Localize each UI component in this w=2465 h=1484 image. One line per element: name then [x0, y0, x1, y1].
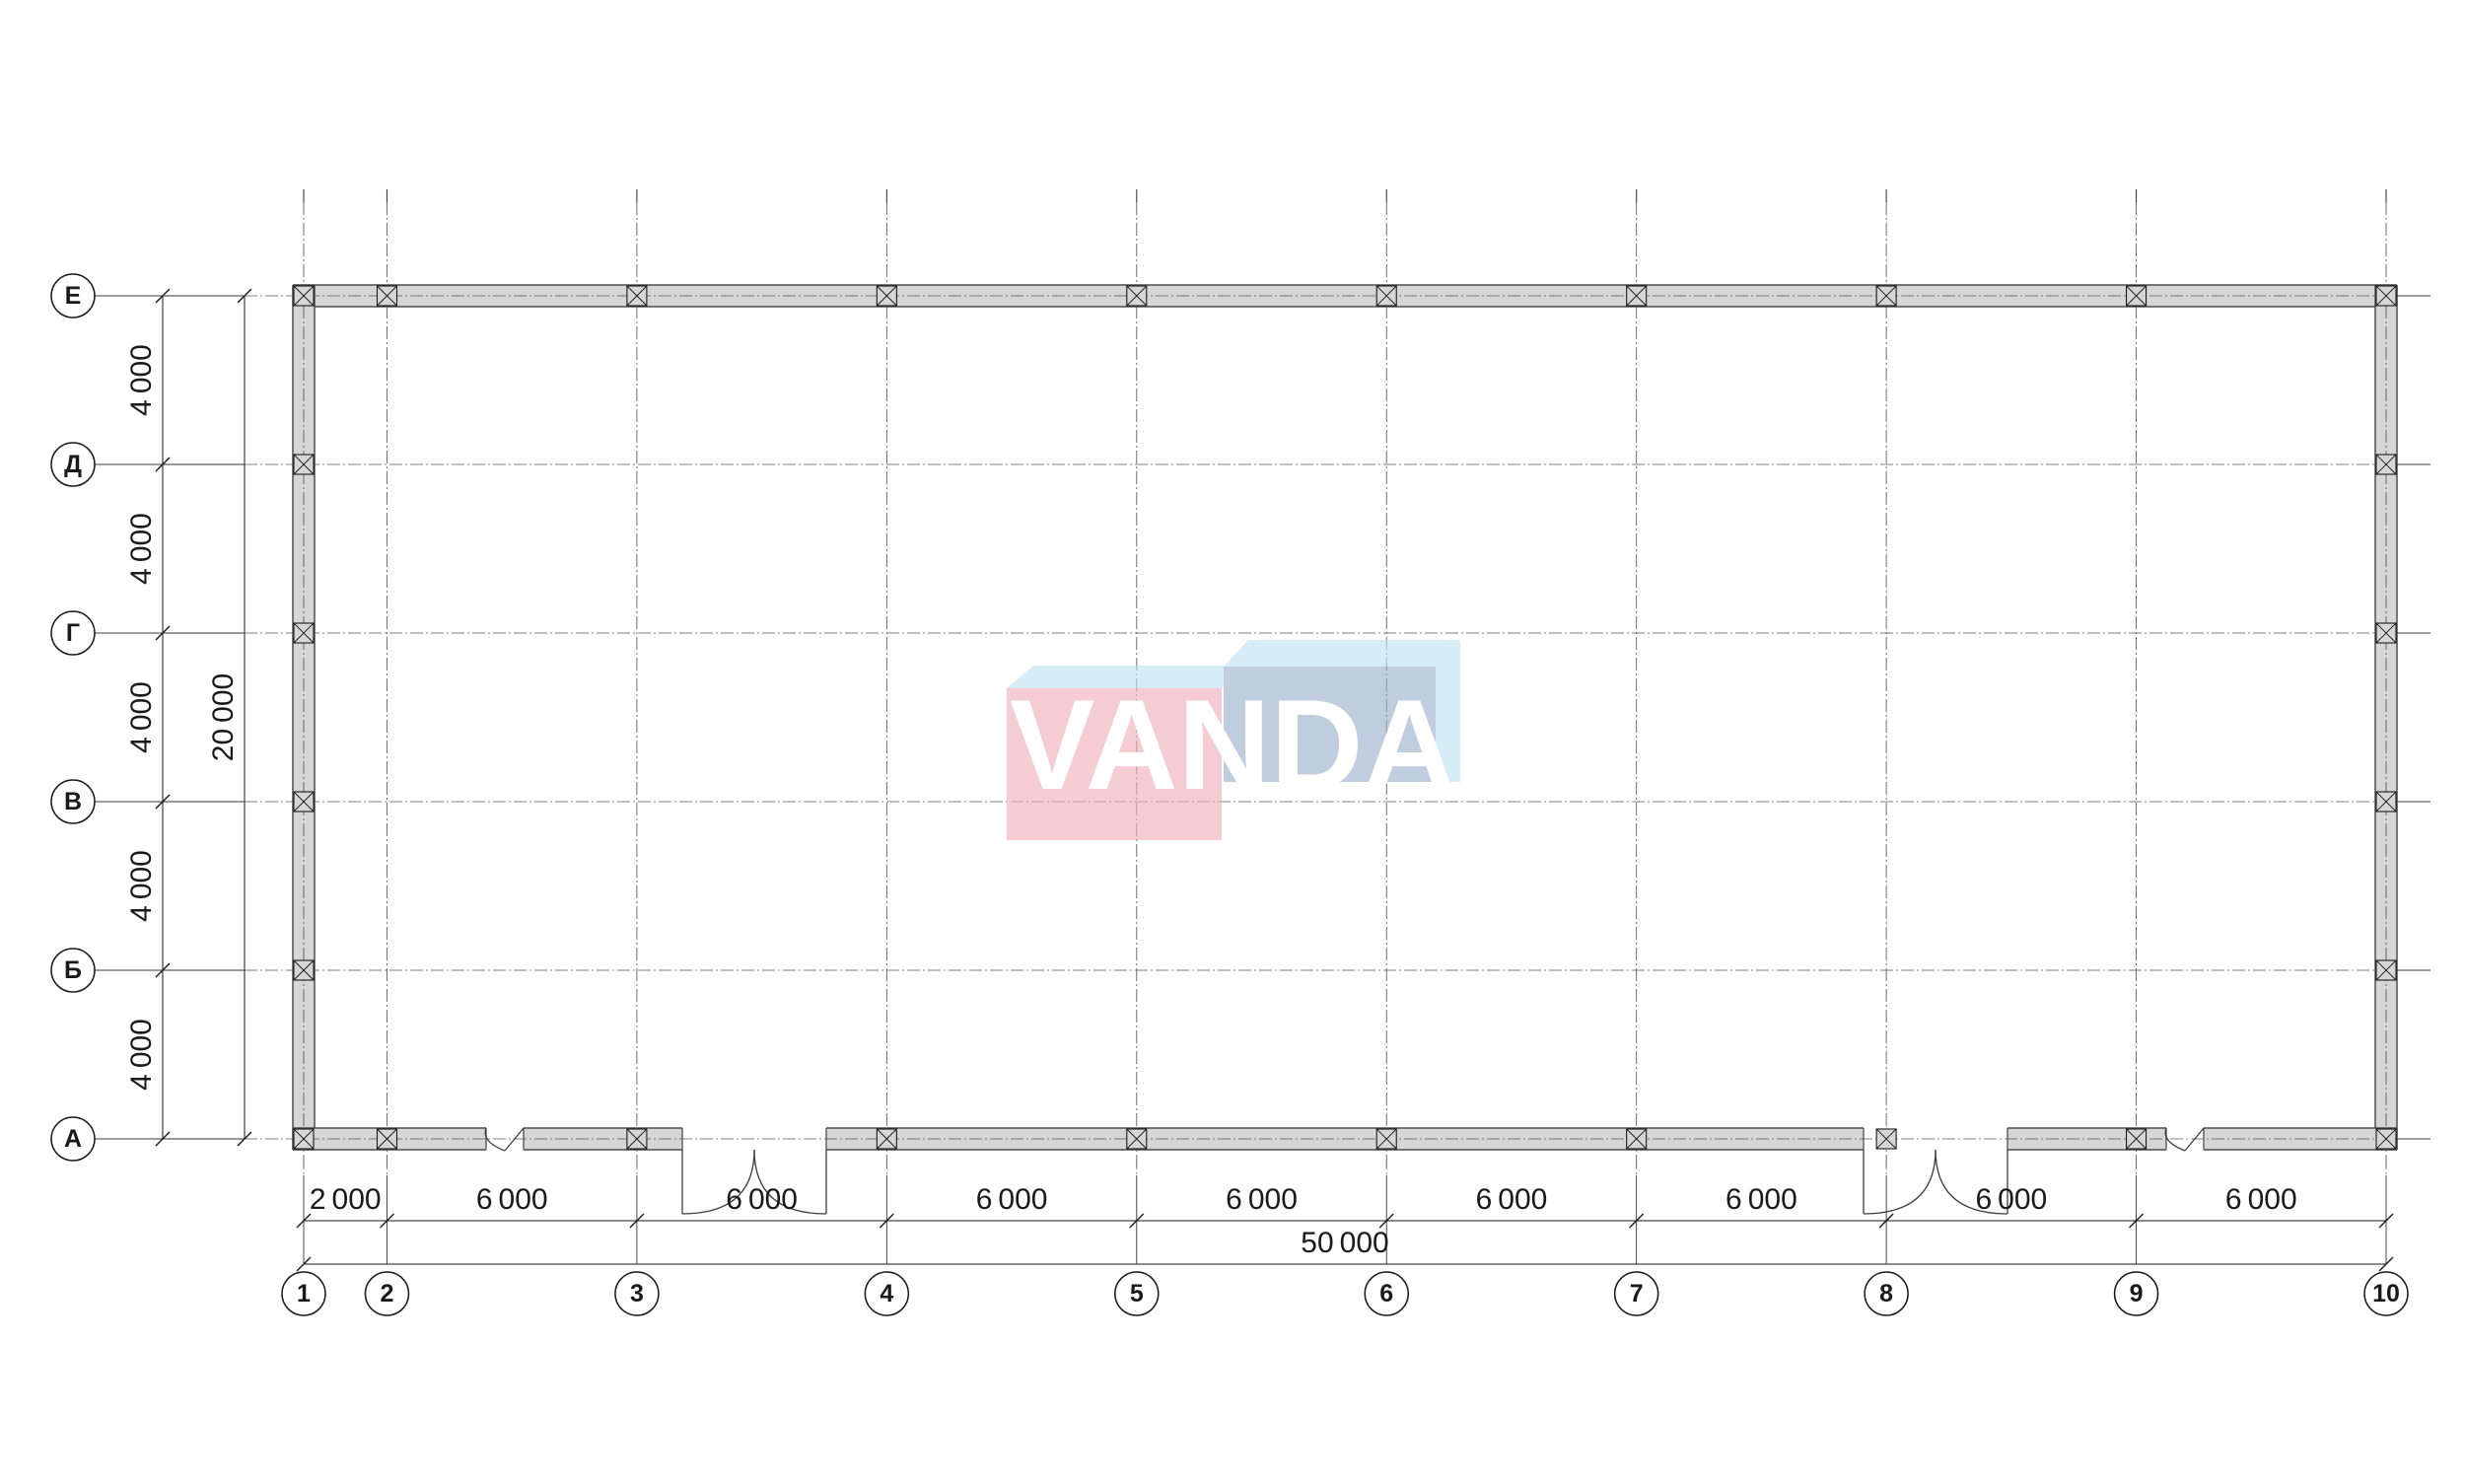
svg-text:Е: Е: [65, 282, 82, 310]
svg-text:6 000: 6 000: [976, 1183, 1048, 1216]
svg-text:VANDA: VANDA: [1010, 672, 1456, 816]
svg-text:6: 6: [1379, 1280, 1393, 1307]
svg-text:4 000: 4 000: [125, 850, 158, 922]
svg-text:6 000: 6 000: [726, 1183, 798, 1216]
svg-text:20 000: 20 000: [207, 673, 240, 761]
svg-text:4 000: 4 000: [125, 681, 158, 753]
svg-text:Д: Д: [64, 451, 82, 478]
svg-text:В: В: [64, 788, 82, 815]
svg-text:3: 3: [630, 1280, 644, 1307]
svg-text:4 000: 4 000: [125, 1019, 158, 1091]
svg-text:4 000: 4 000: [125, 513, 158, 585]
svg-text:2 000: 2 000: [310, 1183, 382, 1216]
svg-text:6 000: 6 000: [476, 1183, 548, 1216]
svg-text:6 000: 6 000: [2225, 1183, 2297, 1216]
svg-text:2: 2: [381, 1280, 394, 1307]
svg-text:7: 7: [1630, 1280, 1644, 1307]
svg-text:6 000: 6 000: [1226, 1183, 1298, 1216]
svg-text:А: А: [64, 1125, 82, 1153]
svg-text:1: 1: [297, 1280, 311, 1307]
svg-text:4: 4: [880, 1280, 893, 1307]
svg-text:6 000: 6 000: [1975, 1183, 2047, 1216]
svg-text:5: 5: [1130, 1280, 1144, 1307]
svg-text:6 000: 6 000: [1476, 1183, 1548, 1216]
svg-text:50 000: 50 000: [1301, 1227, 1388, 1259]
svg-text:9: 9: [2130, 1280, 2144, 1307]
svg-text:4 000: 4 000: [125, 344, 158, 416]
svg-text:Б: Б: [64, 956, 82, 984]
svg-text:Г: Г: [66, 619, 80, 647]
svg-text:10: 10: [2372, 1280, 2400, 1307]
svg-text:6 000: 6 000: [1726, 1183, 1797, 1216]
svg-text:8: 8: [1879, 1280, 1893, 1307]
